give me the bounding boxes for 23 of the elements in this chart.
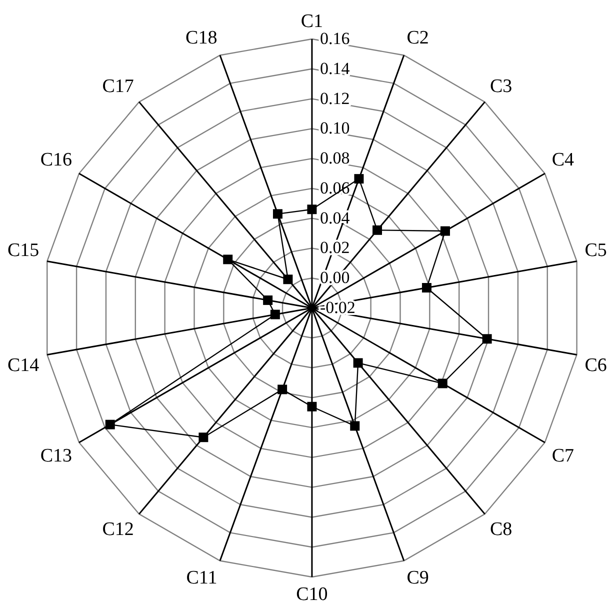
spoke-label: C7	[552, 446, 574, 467]
spoke-label: C15	[7, 240, 40, 261]
spoke-label: C3	[490, 76, 512, 97]
spoke-label: C14	[7, 355, 40, 376]
y-tick-label: 0.12	[320, 88, 350, 108]
spoke-label: C8	[490, 519, 512, 540]
spoke-label: C10	[296, 584, 328, 602]
spoke-label: C6	[584, 355, 607, 376]
spoke-label: C4	[552, 149, 575, 170]
spoke-label: C1	[300, 10, 324, 32]
spoke-label: C17	[102, 76, 134, 97]
spoke-label: C9	[406, 567, 429, 588]
spoke-label: C13	[40, 446, 72, 467]
spoke-label: C16	[40, 149, 72, 170]
y-tick-label: 0.16	[320, 29, 350, 48]
y-tick-label: 0.08	[320, 148, 350, 168]
spoke-label: C2	[406, 28, 429, 49]
spoke-label: C5	[584, 240, 607, 261]
y-tick-label: 0.14	[320, 58, 350, 78]
spoke-label: C11	[186, 567, 218, 588]
y-tick-label: 0.10	[320, 118, 350, 138]
spoke-label: C18	[186, 28, 218, 49]
spoke-label: C12	[102, 519, 134, 540]
